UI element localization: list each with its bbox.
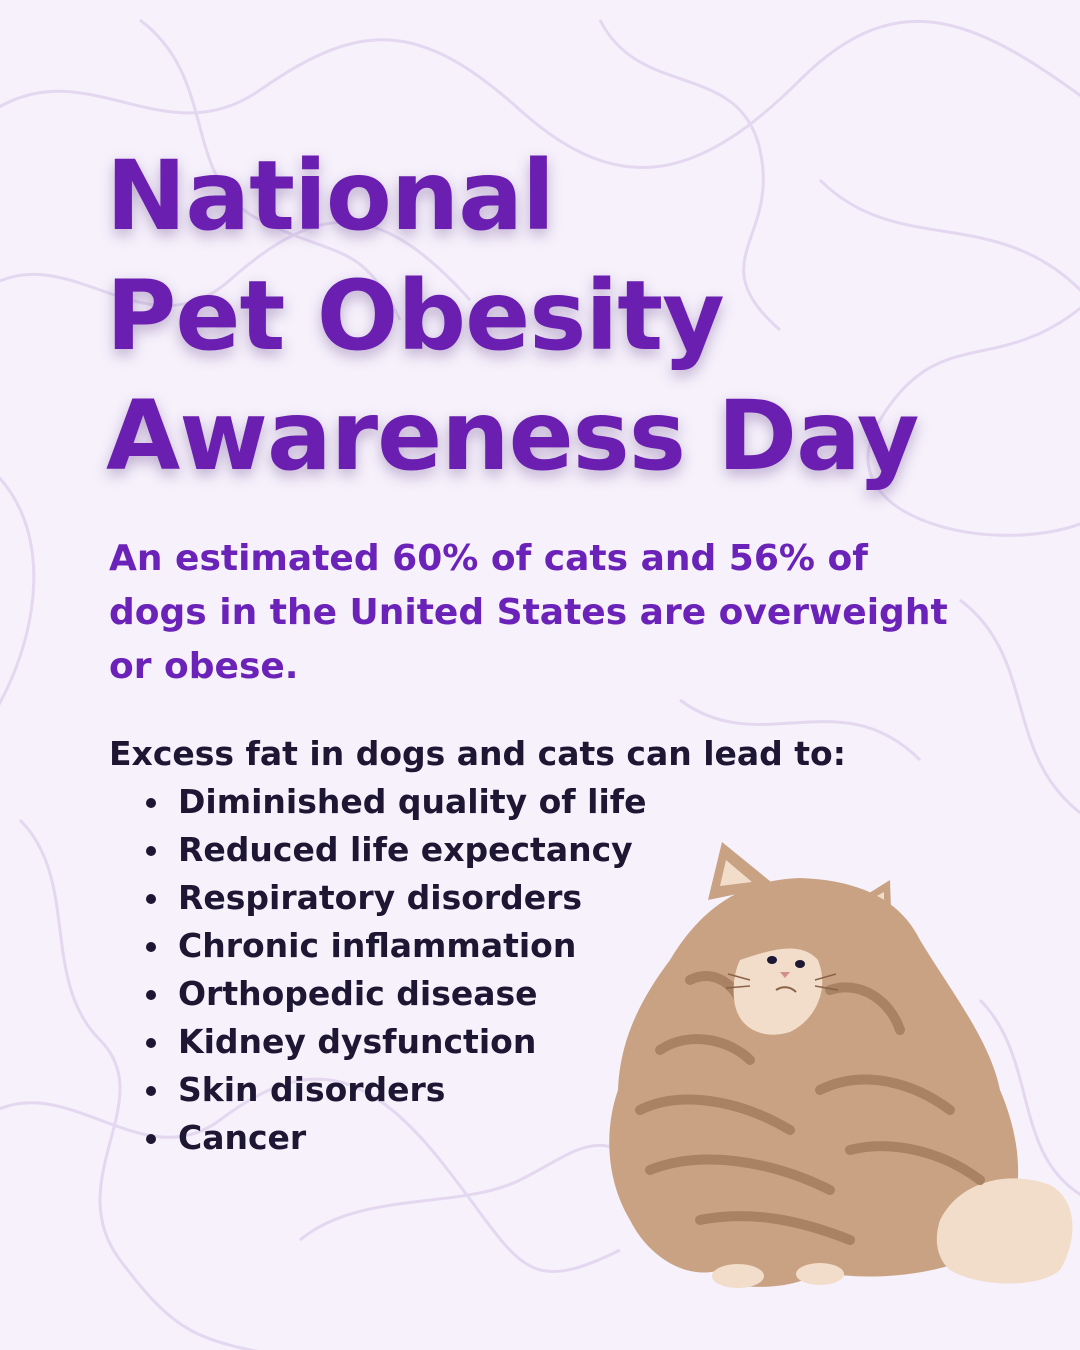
list-item: Chronic inflammation [109,922,647,970]
obesity-statistic: An estimated 60% of cats and 56% of dogs… [109,538,948,687]
list-item: Orthopedic disease [109,970,647,1018]
list-item: Reduced life expectancy [109,826,647,874]
title-line-1: National [106,140,555,252]
page-title: National Pet Obesity Awareness Day [106,136,919,496]
list-item: Respiratory disorders [109,874,647,922]
fluffy-cat-illustration [609,842,1073,1288]
list-intro: Excess fat in dogs and cats can lead to: [109,734,846,773]
title-line-2: Pet Obesity [106,260,725,372]
conditions-list: Diminished quality of life Reduced life … [109,778,647,1162]
list-item: Diminished quality of life [109,778,647,826]
title-line-3: Awareness Day [106,380,919,492]
list-item: Kidney dysfunction [109,1018,647,1066]
list-item: Skin disorders [109,1066,647,1114]
list-item: Cancer [109,1114,647,1162]
